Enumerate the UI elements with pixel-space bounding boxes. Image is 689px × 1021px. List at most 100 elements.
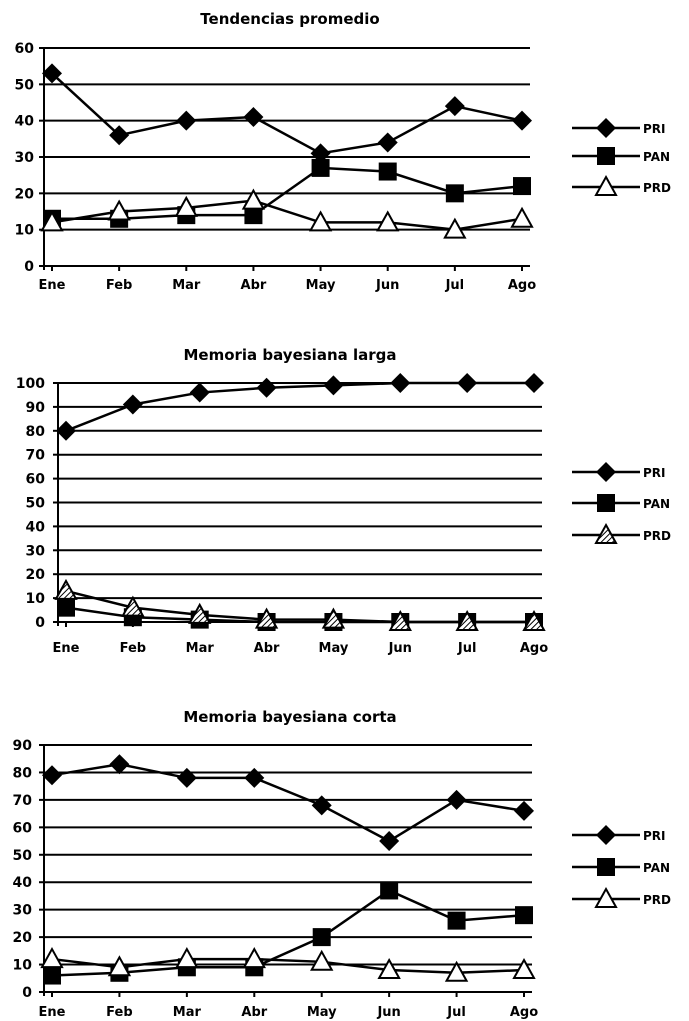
legend-marker-prd: [594, 522, 618, 544]
chart-2: Memoria bayesiana larga 0 10 20 30 40 50 60 70 80…: [16, 346, 671, 656]
data-point-pri: [109, 125, 130, 146]
data-point-prd: [175, 947, 199, 969]
data-point-pan: [244, 206, 263, 225]
data-point-pri: [323, 375, 344, 396]
y-tick-label: 40: [15, 114, 35, 130]
data-point-prd: [321, 607, 346, 629]
y-tick-label: 90: [26, 400, 46, 416]
legend-marker-pri: [596, 825, 616, 845]
y-tick-label: 40: [13, 875, 33, 891]
y-tick-label: 30: [26, 543, 46, 559]
legend-marker-pri: [596, 118, 616, 138]
x-tick-label: Abr: [241, 1005, 267, 1020]
y-tick-label: 0: [22, 985, 32, 1001]
series-line-pri: [51, 762, 525, 843]
data-point-pri: [42, 765, 62, 786]
series-line-pri: [65, 381, 534, 432]
data-point-pri: [243, 107, 264, 128]
data-point-pan: [312, 928, 331, 947]
data-point-prd: [455, 609, 479, 631]
x-tick-label: Feb: [106, 278, 132, 293]
y-tick-label: 60: [26, 472, 46, 488]
x-tick-label: Ene: [39, 278, 66, 293]
data-point-prd: [241, 188, 266, 210]
y-tick-label: 10: [26, 591, 46, 607]
data-point-prd: [174, 195, 198, 217]
y-tick-label: 40: [26, 519, 46, 535]
x-tick-label: Jun: [388, 641, 412, 656]
data-point-pri: [446, 789, 467, 810]
legend-marker-prd: [594, 174, 618, 196]
x-tick-label: Abr: [241, 278, 267, 293]
data-point-prd: [510, 206, 534, 228]
legend-marker-pan: [597, 494, 615, 512]
x-tick-label: Jul: [446, 1005, 466, 1020]
chart-title: Memoria bayesiana larga: [183, 346, 396, 364]
data-point-pri: [444, 96, 465, 117]
data-point-pan: [57, 598, 75, 617]
y-tick-label: 30: [15, 150, 35, 166]
data-point-prd: [522, 609, 546, 631]
data-point-prd: [444, 960, 469, 982]
legend-label: PAN: [643, 150, 670, 164]
data-point-pan: [445, 184, 464, 203]
data-point-pri: [379, 831, 400, 852]
series-line-pri: [51, 72, 523, 155]
x-tick-label: Mar: [172, 278, 201, 293]
legend-marker-prd: [594, 886, 618, 908]
y-tick-label: 10: [13, 958, 33, 974]
series-line-prd: [51, 957, 525, 975]
x-tick-label: Jul: [457, 641, 477, 656]
data-point-pri: [457, 373, 478, 393]
legend-marker-pan: [597, 858, 615, 876]
legend-label: PRI: [643, 122, 666, 136]
legend-label: PRI: [643, 466, 666, 480]
x-tick-label: Abr: [254, 641, 280, 656]
x-tick-label: Jun: [375, 278, 399, 293]
x-tick-label: Feb: [106, 1005, 132, 1020]
x-tick-label: May: [319, 641, 349, 656]
data-point-prd: [107, 199, 131, 221]
data-point-pan: [43, 966, 61, 985]
data-point-pan: [378, 162, 397, 181]
x-tick-label: May: [307, 1005, 337, 1020]
data-point-prd: [242, 947, 266, 969]
data-point-prd: [310, 949, 334, 971]
chart-1: Tendencias promedio 0 10 20 30 40 50 60 Ene Feb Ma…: [15, 10, 672, 293]
data-point-pri: [514, 800, 534, 821]
data-point-pri: [512, 110, 532, 131]
series-line-prd: [65, 589, 534, 624]
x-tick-label: Feb: [120, 641, 146, 656]
series-line-pan: [51, 889, 525, 977]
data-point-pri: [176, 110, 197, 131]
data-point-prd: [54, 578, 78, 600]
y-tick-label: 80: [13, 765, 33, 781]
chart-3: Memoria bayesiana corta 0 10 20 30 40 50 60 70 80…: [13, 708, 672, 1020]
x-tick-label: Ago: [508, 278, 536, 293]
y-tick-label: 20: [15, 186, 35, 202]
x-tick-label: Mar: [173, 1005, 202, 1020]
y-tick-label: 60: [13, 820, 33, 836]
data-point-pri: [377, 132, 398, 153]
legend-label: PRD: [643, 529, 671, 543]
y-tick-label: 20: [26, 567, 46, 583]
data-point-pri: [56, 420, 76, 441]
y-tick-label: 100: [16, 376, 45, 392]
x-tick-label: Mar: [186, 641, 215, 656]
data-point-prd: [388, 609, 412, 631]
y-tick-label: 50: [13, 848, 33, 864]
data-point-pri: [390, 373, 411, 393]
data-point-pri: [524, 373, 544, 393]
x-tick-label: Jun: [376, 1005, 400, 1020]
data-point-prd: [376, 210, 400, 232]
data-point-pri: [244, 767, 265, 788]
data-point-prd: [254, 607, 279, 629]
y-tick-label: 90: [13, 738, 33, 754]
legend-label: PRD: [643, 893, 671, 907]
y-tick-label: 20: [13, 930, 33, 946]
data-point-prd: [377, 957, 401, 980]
legend: PRI PAN PRD: [572, 462, 671, 544]
legend: PRI PAN PRD: [572, 118, 671, 196]
legend: PRI PAN PRD: [572, 825, 671, 908]
